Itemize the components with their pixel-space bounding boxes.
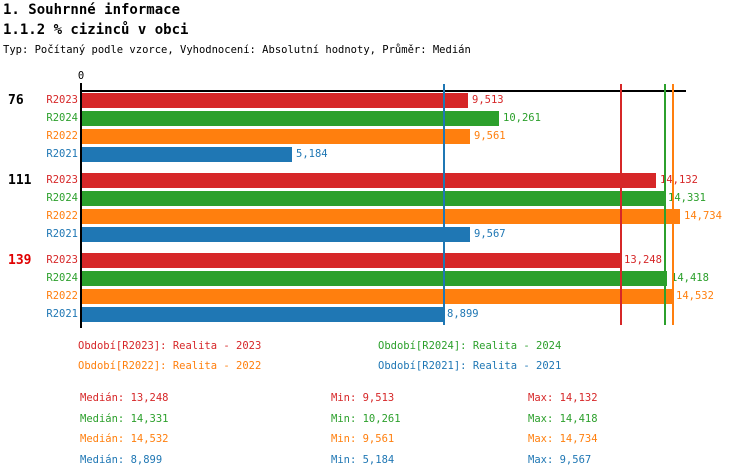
group-label: 139 — [8, 252, 32, 268]
chart-group: 76 R2023 9,513 R2024 10,261 R2022 9,561 R2021 5,… — [0, 91, 722, 163]
bar-row: 111 R2023 14,132 — [0, 171, 722, 189]
chart-rows: 76 R2023 9,513 R2024 10,261 R2022 9,561 R2021 5,… — [0, 91, 722, 331]
bar-row: R2021 9,567 — [0, 225, 722, 243]
median-line — [672, 84, 674, 325]
stat-median: Medián: 13,248 — [80, 392, 169, 404]
stat-min: Min: 10,261 — [331, 412, 401, 425]
value-label: 14,418 — [671, 272, 709, 284]
series-label: R2021 — [46, 308, 78, 320]
bar — [82, 146, 292, 162]
stat-median: Medián: 8,899 — [80, 454, 163, 467]
value-label: 9,513 — [472, 94, 504, 106]
bar-row: R2024 10,261 — [0, 109, 722, 127]
series-label: R2023 — [46, 94, 78, 106]
x-axis-origin-label: 0 — [77, 70, 85, 82]
stats-row: Medián: 14,331 Min: 10,261 Max: 14,418 — [80, 413, 598, 434]
median-line — [443, 84, 445, 325]
bar-row: R2024 14,418 — [0, 269, 722, 287]
value-label: 8,899 — [447, 308, 479, 320]
x-axis-line — [80, 90, 686, 92]
series-label: R2022 — [46, 210, 78, 222]
bar — [82, 128, 470, 144]
y-axis-line — [80, 83, 82, 328]
legend: Období[R2023]: Realita - 2023 Období[R202… — [78, 340, 561, 372]
value-label: 14,734 — [684, 210, 722, 222]
stat-max: Max: 14,734 — [528, 433, 598, 446]
stat-min: Min: 5,184 — [331, 454, 395, 467]
stat-min: Min: 9,513 — [331, 392, 395, 404]
bar — [82, 92, 468, 108]
bar — [82, 288, 672, 304]
page-title: 1. Souhrnné informace — [3, 2, 181, 18]
bar — [82, 252, 620, 268]
stats-row: Medián: 13,248 Min: 9,513 Max: 14,132 — [80, 392, 598, 413]
legend-item: Období[R2024]: Realita - 2024 — [378, 340, 562, 352]
value-label: 14,132 — [660, 174, 698, 186]
bar — [82, 110, 499, 126]
stat-max: Max: 9,567 — [528, 454, 592, 467]
bar — [82, 306, 443, 322]
bar — [82, 208, 680, 224]
bar — [82, 172, 656, 188]
stat-median: Medián: 14,532 — [80, 433, 169, 446]
value-label: 13,248 — [624, 254, 662, 266]
median-line — [620, 84, 622, 325]
chart-title: 1.1.2 % cizinců v obci — [3, 22, 189, 38]
legend-item: Období[R2023]: Realita - 2023 — [78, 340, 262, 352]
bar — [82, 270, 667, 286]
bar-row: R2022 9,561 — [0, 127, 722, 145]
series-label: R2024 — [46, 112, 78, 124]
series-label: R2022 — [46, 290, 78, 302]
value-label: 10,261 — [503, 112, 541, 124]
stat-max: Max: 14,418 — [528, 412, 598, 425]
stat-min: Min: 9,561 — [331, 433, 395, 446]
value-label: 14,532 — [676, 290, 714, 302]
bar-row: R2022 14,532 — [0, 287, 722, 305]
legend-item: Období[R2022]: Realita - 2022 — [78, 360, 262, 372]
chart-group: 139 R2023 13,248 R2024 14,418 R2022 14,532 R202… — [0, 251, 722, 323]
chart-subtitle: Typ: Počítaný podle vzorce, Vyhodnocení:… — [3, 44, 471, 56]
bar-row: 76 R2023 9,513 — [0, 91, 722, 109]
series-label: R2024 — [46, 272, 78, 284]
stats-row: Medián: 14,532 Min: 9,561 Max: 14,734 — [80, 433, 598, 454]
bar-row: R2021 5,184 — [0, 145, 722, 163]
series-label: R2021 — [46, 148, 78, 160]
stats-table: Medián: 13,248 Min: 9,513 Max: 14,132 Mediá… — [80, 392, 598, 475]
chart-group: 111 R2023 14,132 R2024 14,331 R2022 14,734 R202… — [0, 171, 722, 243]
value-label: 14,331 — [668, 192, 706, 204]
value-label: 5,184 — [296, 148, 328, 160]
series-label: R2023 — [46, 174, 78, 186]
bar-row: R2021 8,899 — [0, 305, 722, 323]
series-label: R2021 — [46, 228, 78, 240]
series-label: R2024 — [46, 192, 78, 204]
legend-item: Období[R2021]: Realita - 2021 — [378, 360, 562, 372]
stat-max: Max: 14,132 — [528, 392, 598, 404]
bar-row: R2024 14,331 — [0, 189, 722, 207]
series-label: R2022 — [46, 130, 78, 142]
group-label: 76 — [8, 92, 24, 108]
stat-median: Medián: 14,331 — [80, 412, 169, 425]
stats-row: Medián: 8,899 Min: 5,184 Max: 9,567 — [80, 454, 598, 475]
series-label: R2023 — [46, 254, 78, 266]
group-label: 111 — [8, 172, 32, 188]
bar — [82, 226, 470, 242]
median-line — [664, 84, 666, 325]
bar — [82, 190, 664, 206]
bar-row: R2022 14,734 — [0, 207, 722, 225]
value-label: 9,567 — [474, 228, 506, 240]
value-label: 9,561 — [474, 130, 506, 142]
bar-row: 139 R2023 13,248 — [0, 251, 722, 269]
